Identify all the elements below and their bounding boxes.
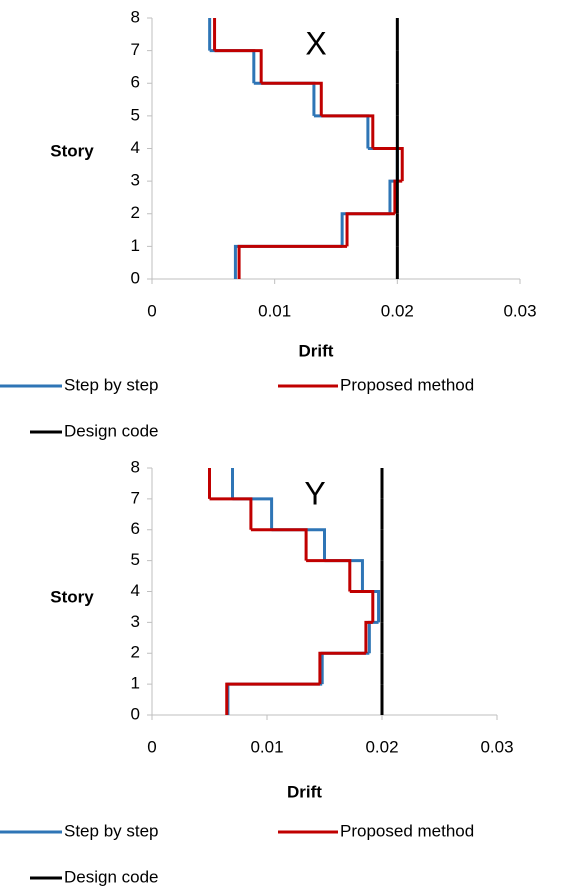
step-segment	[340, 212, 390, 247]
step-segment	[261, 81, 323, 116]
y-tick-label: 1	[131, 236, 140, 255]
y-tick-label: 7	[131, 488, 140, 507]
legend-label: Design code	[64, 867, 159, 886]
y-axis-label: Story	[50, 587, 94, 606]
step-segment	[253, 81, 316, 116]
step-segment	[306, 559, 352, 592]
y-tick-label: 7	[131, 40, 140, 59]
step-segment	[271, 528, 326, 561]
step-segment	[393, 179, 403, 214]
annotation: X	[305, 25, 326, 61]
y-tick-label: 0	[131, 268, 140, 287]
legend-label: Proposed method	[340, 821, 474, 840]
x-tick-label: 0.02	[365, 737, 398, 756]
legend-label: Step by step	[64, 375, 159, 394]
y-tick-label: 8	[131, 7, 140, 26]
step-segment	[226, 682, 323, 715]
step-segment	[209, 497, 253, 530]
y-axis-label: Story	[50, 141, 94, 160]
y-tick-label: 2	[131, 643, 140, 662]
x-tick-label: 0	[147, 737, 156, 756]
step-segment	[250, 528, 308, 561]
step-segment	[349, 590, 375, 623]
step-segment	[321, 114, 375, 149]
y-tick-label: 8	[131, 457, 140, 476]
y-tick-label: 0	[131, 704, 140, 723]
y-tick-label: 6	[131, 73, 140, 92]
x-tick-label: 0.02	[381, 301, 414, 320]
step-segment	[372, 147, 404, 182]
step-segment	[367, 147, 399, 182]
step-segment	[214, 49, 263, 84]
step-segment	[318, 651, 366, 685]
legend-label: Proposed method	[340, 375, 474, 394]
y-tick-label: 1	[131, 674, 140, 693]
step-segment	[362, 590, 381, 623]
y-tick-label: 2	[131, 203, 140, 222]
x-axis-label: Drift	[287, 782, 322, 801]
y-tick-label: 5	[131, 105, 140, 124]
step-segment	[313, 114, 370, 149]
step-segment	[237, 244, 348, 279]
step-segment	[324, 559, 364, 592]
y-tick-label: 4	[131, 581, 140, 600]
step-segment	[320, 651, 370, 685]
x-tick-label: 0	[147, 301, 156, 320]
annotation: Y	[304, 475, 325, 511]
legend-label: Step by step	[64, 821, 159, 840]
x-tick-label: 0.03	[503, 301, 536, 320]
step-segment	[233, 244, 343, 279]
x-tick-label: 0.03	[480, 737, 513, 756]
step-segment	[364, 620, 373, 654]
step-segment	[367, 620, 379, 654]
y-tick-label: 3	[131, 171, 140, 190]
x-tick-label: 0.01	[250, 737, 283, 756]
step-segment	[345, 212, 395, 247]
step-segment	[209, 49, 256, 84]
y-tick-label: 6	[131, 519, 140, 538]
y-tick-label: 3	[131, 612, 140, 631]
x-axis-label: Drift	[299, 341, 334, 360]
step-segment	[225, 682, 320, 715]
x-tick-label: 0.01	[258, 301, 291, 320]
legend-label: Design code	[64, 421, 159, 440]
y-tick-label: 4	[131, 138, 140, 157]
y-tick-label: 5	[131, 550, 140, 569]
